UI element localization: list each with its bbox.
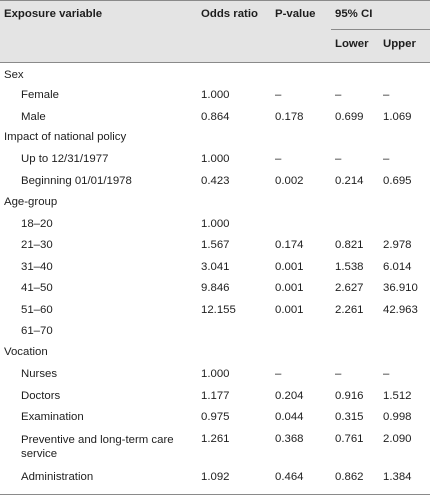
row-label: 51–60 [21,304,53,316]
row-label: Administration [21,471,94,483]
row-label: Nurses [21,368,58,380]
ci-lower-cell: 2.261 [335,304,364,316]
ci-subheader-rule [331,29,430,30]
ci-lower-cell: 2.627 [335,282,364,294]
row-label: Up to 12/31/1977 [21,153,109,165]
ci-upper-cell: 0.695 [383,175,412,187]
p-value-cell: 0.044 [275,411,304,423]
ci-upper-cell: 2.978 [383,239,412,251]
ci-upper-cell: 36.910 [383,282,418,294]
header-odds-ratio: Odds ratio [201,8,258,20]
group-label: Vocation [4,346,48,358]
ci-lower-cell: 0.862 [335,471,364,483]
odds-ratio-cell: 1.567 [201,239,230,251]
ci-upper-cell: 0.998 [383,411,412,423]
group-label: Impact of national policy [4,131,127,143]
row-label: 21–30 [21,239,53,251]
ci-lower-cell: – [335,368,342,380]
ci-lower-cell: 1.538 [335,261,364,273]
ci-lower-cell: 0.699 [335,111,364,123]
p-value-cell: – [275,153,282,165]
ci-upper-cell: 1.384 [383,471,412,483]
ci-lower-cell: 0.214 [335,175,364,187]
header-ci-upper: Upper [383,38,416,50]
p-value-cell: 0.001 [275,282,304,294]
ci-lower-cell: 0.315 [335,411,364,423]
odds-ratio-cell: 1.000 [201,218,230,230]
ci-upper-cell: – [383,153,390,165]
ci-upper-cell: 2.090 [383,433,412,445]
p-value-cell: 0.001 [275,261,304,273]
p-value-cell: – [275,89,282,101]
header-ci-lower: Lower [335,38,369,50]
odds-ratio-cell: 1.000 [201,368,230,380]
p-value-cell: 0.001 [275,304,304,316]
odds-ratio-cell: 0.975 [201,411,230,423]
odds-ratio-cell: 1.092 [201,471,230,483]
p-value-cell: 0.002 [275,175,304,187]
odds-ratio-cell: 0.864 [201,111,230,123]
ci-upper-cell: 42.963 [383,304,418,316]
table-header-band [0,0,430,62]
ci-upper-cell: 1.069 [383,111,412,123]
row-label: 61–70 [21,325,53,337]
row-label: Male [21,111,46,123]
header-bottom-rule [0,62,430,63]
ci-lower-cell: 0.761 [335,433,364,445]
odds-ratio-cell: 1.000 [201,89,230,101]
p-value-cell: 0.464 [275,471,304,483]
ci-upper-cell: 1.512 [383,390,412,402]
row-label: Examination [21,411,84,423]
odds-ratio-cell: 1.261 [201,433,230,445]
p-value-cell: – [275,368,282,380]
row-label: Doctors [21,390,61,402]
row-label: 41–50 [21,282,53,294]
ci-lower-cell: 0.821 [335,239,364,251]
row-label: Beginning 01/01/1978 [21,175,132,187]
header-p-value: P-value [275,8,316,20]
row-label: 31–40 [21,261,53,273]
header-exposure-variable: Exposure variable [4,8,103,20]
odds-ratio-cell: 1.177 [201,390,230,402]
header-95-ci: 95% CI [335,8,373,20]
bottom-rule [0,494,430,495]
ci-upper-cell: – [383,368,390,380]
ci-lower-cell: – [335,89,342,101]
ci-lower-cell: 0.916 [335,390,364,402]
top-rule [0,0,430,1]
odds-ratio-cell: 3.041 [201,261,230,273]
odds-ratio-cell: 0.423 [201,175,230,187]
group-label: Sex [4,69,24,81]
p-value-cell: 0.178 [275,111,304,123]
ci-lower-cell: – [335,153,342,165]
group-label: Age-group [4,196,58,208]
odds-ratio-cell: 1.000 [201,153,230,165]
p-value-cell: 0.204 [275,390,304,402]
row-label: 18–20 [21,218,53,230]
odds-ratio-cell: 12.155 [201,304,236,316]
ci-upper-cell: 6.014 [383,261,412,273]
p-value-cell: 0.368 [275,433,304,445]
odds-ratio-cell: 9.846 [201,282,230,294]
p-value-cell: 0.174 [275,239,304,251]
row-label: Preventive and long-term care service [21,434,174,460]
ci-upper-cell: – [383,89,390,101]
row-label: Female [21,89,59,101]
